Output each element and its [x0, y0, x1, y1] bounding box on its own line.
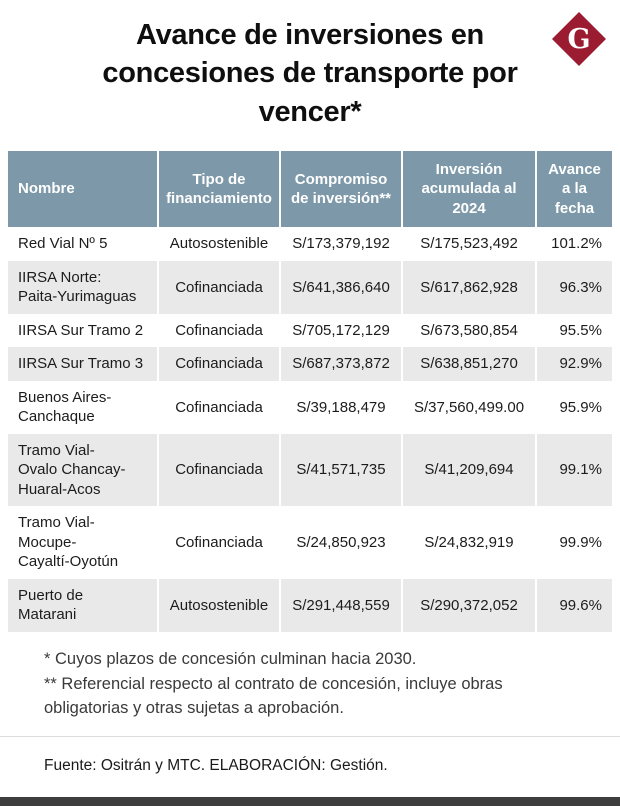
table-cell: 95.9% — [535, 380, 612, 434]
column-header: Compromiso de inversión** — [279, 150, 402, 228]
table-cell: S/705,172,129 — [279, 313, 402, 348]
table-row: IIRSA Norte: Paita-Yurimaguas Cofinanciad… — [8, 260, 612, 314]
table-cell: Autosostenible — [157, 227, 280, 261]
table-cell: S/290,372,052 — [401, 578, 536, 632]
table-cell: S/39,188,479 — [279, 380, 402, 434]
table-cell: Tramo Vial- Ovalo Chancay- Huaral-Acos — [8, 433, 158, 507]
footnotes-block: * Cuyos plazos de concesión culminan hac… — [44, 648, 578, 720]
column-header: Inversión acumulada al 2024 — [401, 150, 536, 228]
table-cell: Cofinanciada — [157, 433, 280, 507]
table-cell: Cofinanciada — [157, 313, 280, 348]
bottom-bar — [0, 797, 620, 806]
table-cell: S/41,209,694 — [401, 433, 536, 507]
column-header: Avance a la fecha — [535, 150, 612, 228]
table-cell: 96.3% — [535, 260, 612, 314]
table-cell: Cofinanciada — [157, 506, 280, 579]
table-cell: 95.5% — [535, 313, 612, 348]
column-header: Nombre — [8, 150, 158, 228]
table-cell: 99.6% — [535, 578, 612, 632]
source-line: Fuente: Ositrán y MTC. ELABORACIÓN: Gest… — [44, 757, 388, 775]
table-cell: S/687,373,872 — [279, 347, 402, 381]
table-cell: S/173,379,192 — [279, 227, 402, 261]
table-row: IIRSA Sur Tramo 3 Cofinanciada S/687,373,8… — [8, 347, 612, 381]
table-row: Puerto de Matarani Autosostenible S/291,44… — [8, 578, 612, 632]
table-cell: S/638,851,270 — [401, 347, 536, 381]
table-row: Tramo Vial- Mocupe- Cayaltí-Oyotún Cofina… — [8, 506, 612, 579]
page-title: Avance de inversiones en concesiones de … — [102, 19, 518, 128]
divider-line — [0, 736, 620, 738]
table-body: Red Vial Nº 5 Autosostenible S/173,379,192… — [8, 227, 612, 632]
table-row: Red Vial Nº 5 Autosostenible S/173,379,192… — [8, 227, 612, 261]
table-cell: Red Vial Nº 5 — [18, 235, 108, 253]
table-cell: S/175,523,492 — [401, 227, 536, 261]
table-row: Tramo Vial- Ovalo Chancay- Huaral-Acos Co… — [8, 433, 612, 507]
table-cell: Cofinanciada — [157, 380, 280, 434]
header-row: Nombre Tipo de financiamiento Compromiso d… — [8, 150, 612, 228]
table-cell: S/37,560,499.00 — [401, 380, 536, 434]
table-cell: IIRSA Sur Tramo 2 — [18, 321, 144, 339]
table-cell: Cofinanciada — [157, 347, 280, 381]
table-cell: Autosostenible — [157, 578, 280, 632]
footnote-double-asterisk: ** Referencial respecto al contrato de c… — [44, 675, 503, 717]
table-cell: S/24,832,919 — [401, 506, 536, 579]
gestion-logo: G — [552, 12, 606, 66]
table-cell: Buenos Aires- Canchaque — [18, 388, 112, 426]
table-cell: S/291,448,559 — [279, 578, 402, 632]
table-cell: 99.9% — [535, 506, 612, 579]
table-cell: S/641,386,640 — [279, 260, 402, 314]
table-cell: IIRSA Norte: Paita-Yurimaguas — [8, 260, 158, 314]
table-cell: Tramo Vial- Mocupe- Cayaltí-Oyotún — [18, 514, 119, 571]
table-cell: S/617,862,928 — [401, 260, 536, 314]
investments-table: Nombre Tipo de financiamiento Compromiso d… — [8, 150, 612, 632]
table-cell: 99.1% — [535, 433, 612, 507]
logo-letter: G — [567, 23, 591, 55]
table-row: IIRSA Sur Tramo 2 Cofinanciada S/705,172,1… — [8, 313, 612, 348]
table-cell: Puerto de Matarani — [8, 578, 158, 632]
table-cell: 92.9% — [535, 347, 612, 381]
table-cell: S/673,580,854 — [401, 313, 536, 348]
table-cell: IIRSA Sur Tramo 3 — [8, 347, 158, 381]
footnote-asterisk: * Cuyos plazos de concesión culminan hac… — [44, 649, 417, 668]
table-cell: Cofinanciada — [157, 260, 280, 314]
table-cell: S/41,571,735 — [279, 433, 402, 507]
table-cell: 101.2% — [535, 227, 612, 261]
table-cell: S/24,850,923 — [279, 506, 402, 579]
table-row: Buenos Aires- Canchaque Cofinanciada S/39,… — [8, 380, 612, 434]
column-header: Tipo de financiamiento — [157, 150, 280, 228]
